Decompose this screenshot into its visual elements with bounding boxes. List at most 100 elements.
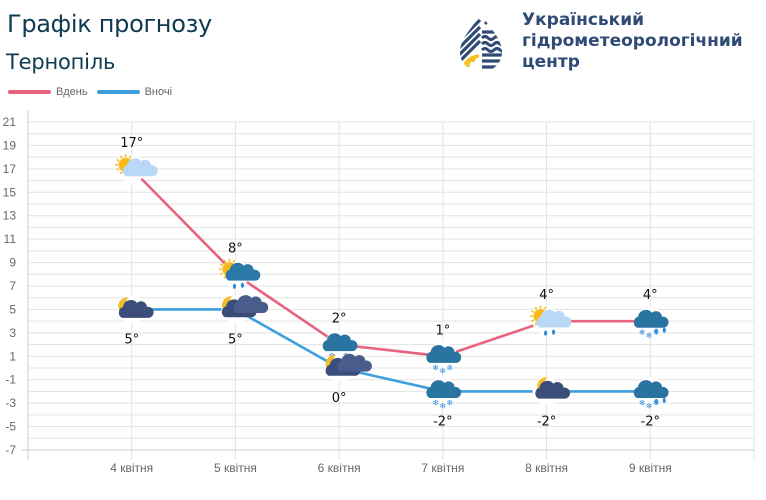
snowflake: ❄ [433, 363, 440, 372]
sun-ray [223, 259, 227, 263]
temperature-label: -2° [537, 414, 556, 429]
night-data-point[interactable]: 5° [117, 295, 154, 347]
raindrop [240, 282, 245, 288]
temperature-label: 0° [332, 391, 347, 406]
moon-clouds-icon [325, 353, 372, 376]
snowflake: ❄ [440, 366, 447, 375]
temperature-label: 4° [539, 288, 554, 303]
legend-swatch-day [8, 90, 51, 94]
sun-ray [116, 158, 120, 162]
legend-item-day[interactable]: Вдень [8, 86, 88, 98]
snowflake: ❄ [646, 331, 653, 340]
y-tick-label: 3 [9, 326, 16, 340]
org-name: Український гідрометеорологічний центр [522, 10, 743, 73]
day-data-point[interactable]: 8° [218, 241, 261, 289]
page-title: Графік прогнозу [7, 10, 212, 38]
day-data-point[interactable]: ❄❄❄ 4° [633, 288, 669, 340]
day-data-point[interactable]: ❄❄❄2° [322, 312, 358, 364]
sun-ray [219, 272, 223, 276]
sun-ray [223, 275, 227, 279]
sun-ray [219, 263, 223, 266]
x-tick-label: 8 квітня [525, 461, 568, 475]
sun-ray [543, 306, 547, 310]
sun-ray [119, 155, 123, 159]
y-tick-label: 11 [4, 232, 17, 246]
cloud-shape [633, 380, 669, 399]
sun-ray [232, 259, 236, 263]
x-tick-label: 6 квітня [318, 461, 361, 475]
cloud-shape [225, 262, 261, 281]
y-tick-label: 13 [3, 209, 17, 223]
temperature-label: 8° [228, 241, 243, 256]
night-data-point[interactable]: 5° [221, 295, 269, 347]
y-tick-label: 17 [3, 162, 17, 176]
night-data-point[interactable]: ❄❄❄-2° [426, 377, 462, 429]
x-tick-label: 5 квітня [214, 461, 257, 475]
y-tick-label: -1 [5, 373, 16, 387]
org-name-line1: Український [522, 10, 645, 30]
y-tick-label: 19 [3, 138, 17, 152]
raindrop [662, 397, 666, 404]
sun-ray [116, 168, 120, 171]
temperature-label: 5° [124, 332, 139, 347]
night-data-point[interactable]: 0° [325, 353, 372, 406]
snowflake: ❄ [447, 363, 454, 372]
y-tick-label: 7 [9, 279, 16, 293]
y-axis: 21 19 17 15 13 11 9 7 5 3 1 -1 -3 -5 -7 [3, 110, 29, 460]
snowflake: ❄ [433, 398, 440, 407]
raindrop [551, 329, 556, 335]
day-data-point[interactable]: 4° [530, 288, 572, 336]
moon-cloud-snow-icon [535, 377, 571, 399]
snowflake: ❄ [440, 401, 447, 410]
legend-label-day: Вдень [56, 86, 88, 98]
cloud-shape [322, 333, 358, 352]
cloud-snow-rain-icon: ❄❄❄ [633, 380, 669, 410]
sun-cloud-rain-icon [530, 305, 572, 336]
y-tick-label: -7 [5, 443, 16, 457]
cloud-shape [426, 380, 462, 399]
day-data-point[interactable]: 17° [115, 136, 158, 183]
y-tick-label: 5 [9, 302, 16, 316]
cloud-shape [633, 309, 669, 328]
night-data-point[interactable]: ❄❄❄ -2° [633, 377, 669, 429]
snowflake: ❄ [639, 328, 646, 337]
raindrop [543, 330, 548, 336]
x-tick-label: 9 квітня [629, 461, 672, 475]
sun-ray [531, 319, 535, 323]
water-drop-logo-icon [458, 12, 504, 78]
legend-item-night[interactable]: Вночі [96, 86, 172, 98]
cloud-shape [426, 345, 462, 363]
y-tick-label: 21 [3, 115, 17, 129]
sun-ray [534, 306, 538, 310]
moon-clouds-icon [221, 295, 269, 318]
sun-ray [531, 310, 535, 313]
cloud-snow-rain-icon: ❄❄❄ [633, 309, 669, 340]
snowflake: ❄ [646, 401, 653, 410]
sun-ray [119, 171, 123, 175]
raindrop [662, 327, 666, 333]
temperature-label: 5° [228, 332, 243, 347]
day-data-point[interactable]: ❄ ❄ ❄1° [426, 323, 462, 375]
x-axis: 4 квітня 5 квітня 6 квітня 7 квітня 8 квітня… [22, 449, 754, 475]
chart-points: 17°8°❄❄❄2°❄❄❄1°4°❄❄❄4°5°5°0°❄❄❄-2°-2°❄❄❄… [115, 136, 669, 429]
legend-swatch-night [96, 90, 140, 94]
temperature-label: -2° [641, 414, 660, 429]
sun-cloud-icon [115, 154, 158, 177]
snowflake: ❄ [639, 398, 646, 407]
raindrop [232, 283, 237, 289]
x-tick-label: 4 квітня [110, 461, 153, 475]
moon-cloud-icon [118, 297, 154, 318]
cloud-shape [118, 300, 154, 318]
night-data-point[interactable]: -2° [532, 377, 571, 429]
temperature-label: 17° [120, 136, 143, 151]
chart-legend: Вдень Вночі [8, 86, 181, 98]
y-tick-label: -5 [5, 420, 16, 434]
cloud-snow-icon: ❄❄❄ [426, 345, 462, 375]
y-tick-label: 9 [9, 256, 16, 270]
cloud-snow-icon: ❄❄❄ [426, 380, 462, 410]
cloud-shape [233, 295, 269, 314]
city-name: Тернопіль [6, 50, 116, 74]
temperature-label: 1° [435, 323, 450, 338]
y-tick-label: 1 [9, 349, 16, 363]
